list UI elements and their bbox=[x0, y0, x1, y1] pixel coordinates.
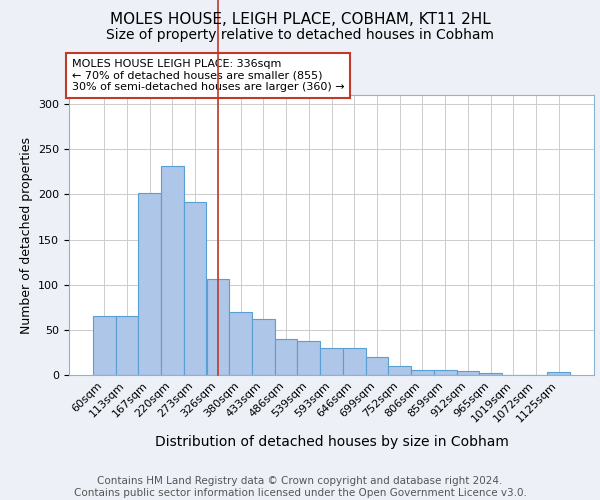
Bar bbox=[229, 312, 252, 375]
Bar bbox=[93, 316, 116, 375]
Text: MOLES HOUSE, LEIGH PLACE, COBHAM, KT11 2HL: MOLES HOUSE, LEIGH PLACE, COBHAM, KT11 2… bbox=[110, 12, 490, 28]
Bar bbox=[388, 366, 411, 375]
Bar bbox=[411, 370, 434, 375]
Text: Size of property relative to detached houses in Cobham: Size of property relative to detached ho… bbox=[106, 28, 494, 42]
Bar bbox=[343, 348, 365, 375]
Bar bbox=[139, 194, 161, 375]
Bar bbox=[457, 372, 479, 375]
Bar bbox=[252, 319, 275, 375]
Bar bbox=[320, 348, 343, 375]
Text: MOLES HOUSE LEIGH PLACE: 336sqm
← 70% of detached houses are smaller (855)
30% o: MOLES HOUSE LEIGH PLACE: 336sqm ← 70% of… bbox=[71, 59, 344, 92]
Bar bbox=[479, 373, 502, 375]
Bar bbox=[116, 316, 139, 375]
Bar bbox=[206, 280, 229, 375]
Bar bbox=[184, 202, 206, 375]
Text: Contains HM Land Registry data © Crown copyright and database right 2024.
Contai: Contains HM Land Registry data © Crown c… bbox=[74, 476, 526, 498]
Y-axis label: Number of detached properties: Number of detached properties bbox=[20, 136, 32, 334]
Bar bbox=[365, 357, 388, 375]
Bar bbox=[275, 339, 298, 375]
Bar bbox=[298, 340, 320, 375]
Bar bbox=[434, 370, 457, 375]
Bar bbox=[161, 166, 184, 375]
Bar bbox=[547, 372, 570, 375]
X-axis label: Distribution of detached houses by size in Cobham: Distribution of detached houses by size … bbox=[155, 435, 508, 449]
